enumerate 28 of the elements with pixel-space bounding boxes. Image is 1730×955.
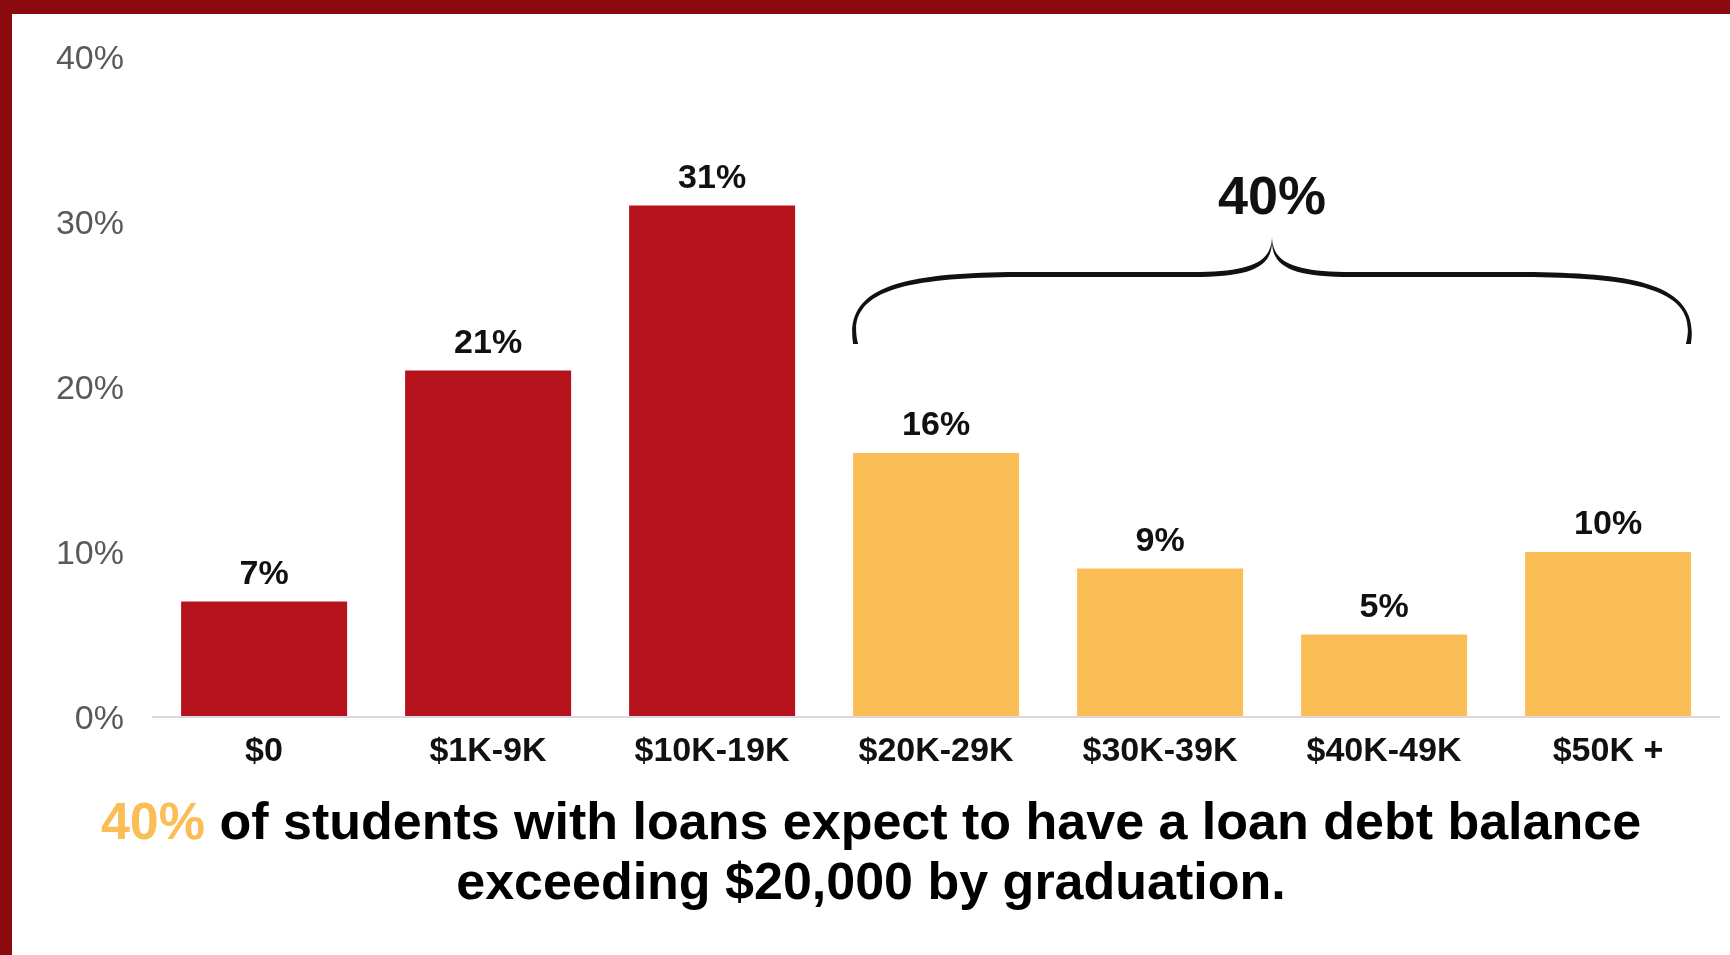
bar (853, 453, 1020, 717)
data-label: 5% (1359, 585, 1409, 624)
bar (405, 370, 572, 717)
annotation: 40% (1217, 165, 1327, 225)
x-tick-label: $50K + (1552, 730, 1664, 769)
data-label: 31% (678, 156, 747, 195)
data-label: 7% (239, 552, 289, 591)
data-label: 10% (1574, 503, 1643, 541)
y-tick-label: 10% (55, 533, 124, 572)
bar (181, 601, 348, 717)
bar (1525, 552, 1692, 717)
x-tick-label: $1K-9K (429, 730, 548, 769)
x-tick-label: $20K-29K (858, 730, 1014, 769)
data-label: 16% (902, 404, 971, 442)
data-label: 9% (1135, 519, 1185, 558)
bar (1077, 568, 1244, 717)
bar (629, 205, 796, 717)
bar (1301, 634, 1468, 717)
x-tick-label: $40K-49K (1306, 730, 1462, 769)
data-label: 21% (454, 321, 523, 360)
x-tick-label: $10K-19K (634, 730, 790, 769)
text: 40% of students with loans expect to have a loan debt balance exceeding $20,000 by graduation. (99, 791, 1643, 911)
x-tick-label: $0 (245, 730, 283, 769)
y-tick-label: 0% (74, 698, 124, 737)
y-tick-label: 30% (55, 203, 124, 242)
y-tick-label: 40% (55, 38, 124, 77)
x-tick-label: $30K-39K (1082, 730, 1238, 769)
y-tick-label: 20% (55, 368, 124, 407)
